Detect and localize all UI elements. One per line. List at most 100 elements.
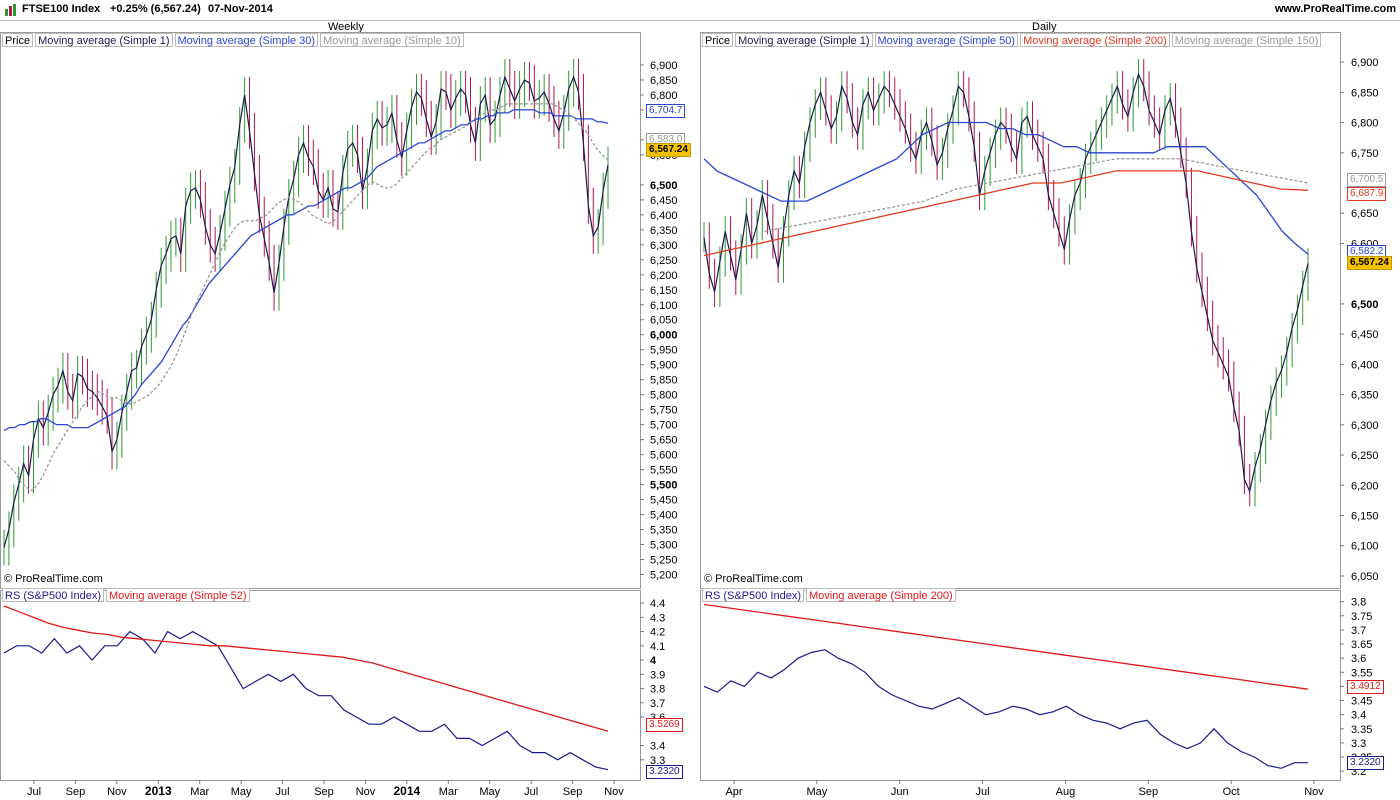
weekly-caption: Weekly xyxy=(328,21,364,33)
weekly-y-tick-label: 5,950 xyxy=(650,345,678,357)
daily-y-tick-label: 6,250 xyxy=(1351,450,1379,462)
daily-rs-ma-tag: 3.4912 xyxy=(1347,680,1384,694)
daily-sma50-line xyxy=(703,121,1309,255)
weekly-y-tick-label: 6,000 xyxy=(650,330,678,342)
weekly-rs-tag: 3.2320 xyxy=(646,765,683,779)
weekly-rs-tick-label: 3.7 xyxy=(650,698,665,710)
daily-ma150-tag: 6,700.5 xyxy=(1347,173,1387,187)
weekly-y-tick-label: 6,200 xyxy=(650,270,678,282)
legend-rs[interactable]: RS (S&P500 Index) xyxy=(2,588,104,602)
daily-y-tick-label: 6,200 xyxy=(1351,480,1379,492)
weekly-x-tick-label: Nov xyxy=(107,786,127,798)
legend-ma30[interactable]: Moving average (Simple 30) xyxy=(174,33,319,47)
weekly-rs-legend: RS (S&P500 Index) Moving average (Simple… xyxy=(2,588,252,602)
top-bar: FTSE100 Index +0.25% (6,567.24) 07-Nov-2… xyxy=(0,0,1400,21)
price-change: +0.25% (6,567.24) xyxy=(110,3,201,15)
daily-legend: Price Moving average (Simple 1) Moving a… xyxy=(702,33,1323,47)
legend-ma200[interactable]: Moving average (Simple 200) xyxy=(1020,33,1170,47)
legend-rs-ma200[interactable]: Moving average (Simple 200) xyxy=(806,588,956,602)
daily-copyright: © ProRealTime.com xyxy=(704,573,803,585)
legend-price[interactable]: Price xyxy=(2,33,34,47)
weekly-x-tick-label: Jul xyxy=(524,786,538,798)
weekly-x-tick-label: Mar xyxy=(439,786,458,798)
daily-x-tick-label: Nov xyxy=(1304,786,1324,798)
legend-ma1[interactable]: Moving average (Simple 1) xyxy=(35,33,173,47)
daily-x-tick-label: Apr xyxy=(725,786,742,798)
weekly-y-tick-label: 6,400 xyxy=(650,210,678,222)
legend-ma10[interactable]: Moving average (Simple 10) xyxy=(320,33,464,47)
weekly-y-tick-label: 5,800 xyxy=(650,390,678,402)
daily-rs-ma-line xyxy=(703,603,1309,690)
weekly-y-tick-label: 5,300 xyxy=(650,540,678,552)
daily-y-tick-label: 6,500 xyxy=(1351,299,1379,311)
daily-x-tick-label: May xyxy=(806,786,827,798)
weekly-sma30-line xyxy=(3,109,609,432)
instrument-name: FTSE100 Index xyxy=(22,3,101,15)
weekly-y-tick-label: 5,600 xyxy=(650,450,678,462)
weekly-rs-tick-label: 4.3 xyxy=(650,612,665,624)
weekly-rs-tick-label: 3.9 xyxy=(650,669,665,681)
weekly-y-tick-label: 5,700 xyxy=(650,420,678,432)
daily-x-tick-label: Jun xyxy=(891,786,909,798)
weekly-rs-tick-label: 4.4 xyxy=(650,598,665,610)
daily-rs-tick-label: 3.6 xyxy=(1351,653,1366,665)
daily-rs-tick-label: 3.75 xyxy=(1351,611,1372,623)
weekly-y-tick-label: 6,450 xyxy=(650,195,678,207)
daily-x-tick-label: Oct xyxy=(1223,786,1240,798)
weekly-y-tick-label: 5,500 xyxy=(650,480,678,492)
weekly-rs-tick-label: 3.8 xyxy=(650,684,665,696)
weekly-y-tick-label: 6,500 xyxy=(650,180,678,192)
weekly-x-tick-label: 2013 xyxy=(145,784,172,798)
weekly-copyright: © ProRealTime.com xyxy=(4,573,103,585)
weekly-y-tick-label: 5,900 xyxy=(650,360,678,372)
daily-sma150-line xyxy=(764,158,1309,233)
daily-ma200-tag: 6,687.9 xyxy=(1347,187,1387,201)
daily-caption: Daily xyxy=(1032,21,1057,33)
weekly-y-tick-label: 6,100 xyxy=(650,300,678,312)
daily-rs-tick-label: 3.45 xyxy=(1351,696,1372,708)
weekly-y-tick-label: 5,450 xyxy=(650,495,678,507)
daily-rs-line xyxy=(703,649,1308,769)
daily-x-tick-label: Aug xyxy=(1056,786,1076,798)
weekly-rs-ma-tag: 3.5269 xyxy=(646,718,683,732)
weekly-y-tick-label: 5,650 xyxy=(650,435,678,447)
weekly-x-tick-label: Nov xyxy=(356,786,376,798)
legend-price[interactable]: Price xyxy=(702,33,734,47)
weekly-y-tick-label: 6,250 xyxy=(650,255,678,267)
daily-y-tick-label: 6,300 xyxy=(1351,420,1379,432)
weekly-y-tick-label: 5,550 xyxy=(650,465,678,477)
daily-y-tick-label: 6,150 xyxy=(1351,511,1379,523)
weekly-ma30-tag: 6,704.7 xyxy=(646,104,686,118)
weekly-y-tick-label: 5,850 xyxy=(650,375,678,387)
site-link[interactable]: www.ProRealTime.com xyxy=(1274,3,1396,15)
charts-canvas: 6,9006,8506,8006,7506,6506,6006,5006,450… xyxy=(0,32,1379,798)
weekly-y-tick-label: 6,850 xyxy=(650,75,678,87)
daily-y-tick-label: 6,800 xyxy=(1351,118,1379,130)
weekly-rs-ma-line xyxy=(3,605,609,732)
weekly-x-tick-label: May xyxy=(479,786,500,798)
daily-sma200-line xyxy=(703,170,1309,257)
legend-ma50[interactable]: Moving average (Simple 50) xyxy=(874,33,1019,47)
weekly-y-tick-label: 5,250 xyxy=(650,555,678,567)
legend-rs-ma52[interactable]: Moving average (Simple 52) xyxy=(106,588,250,602)
weekly-y-tick-label: 6,350 xyxy=(650,225,678,237)
daily-y-tick-label: 6,050 xyxy=(1351,571,1379,583)
legend-rs[interactable]: RS (S&P500 Index) xyxy=(702,588,804,602)
weekly-price-frame xyxy=(0,32,641,589)
weekly-y-tick-label: 5,400 xyxy=(650,510,678,522)
daily-rs-tick-label: 3.55 xyxy=(1351,667,1372,679)
weekly-rs-tick-label: 4.2 xyxy=(650,627,665,639)
weekly-rs-tick-label: 4.1 xyxy=(650,641,665,653)
legend-ma150[interactable]: Moving average (Simple 150) xyxy=(1171,33,1322,47)
daily-rs-tick-label: 3.35 xyxy=(1351,724,1372,736)
daily-rs-tick-label: 3.65 xyxy=(1351,639,1372,651)
bar-chart-icon xyxy=(5,4,16,16)
daily-rs-tick-label: 3.8 xyxy=(1351,597,1366,609)
weekly-legend: Price Moving average (Simple 1) Moving a… xyxy=(2,33,466,47)
daily-last-price-tag: 6,567.24 xyxy=(1347,256,1392,270)
weekly-x-tick-label: Sep xyxy=(66,786,86,798)
weekly-x-tick-label: Nov xyxy=(604,786,624,798)
weekly-x-tick-label: Jul xyxy=(27,786,41,798)
legend-ma1[interactable]: Moving average (Simple 1) xyxy=(735,33,873,47)
weekly-x-tick-label: Mar xyxy=(190,786,209,798)
